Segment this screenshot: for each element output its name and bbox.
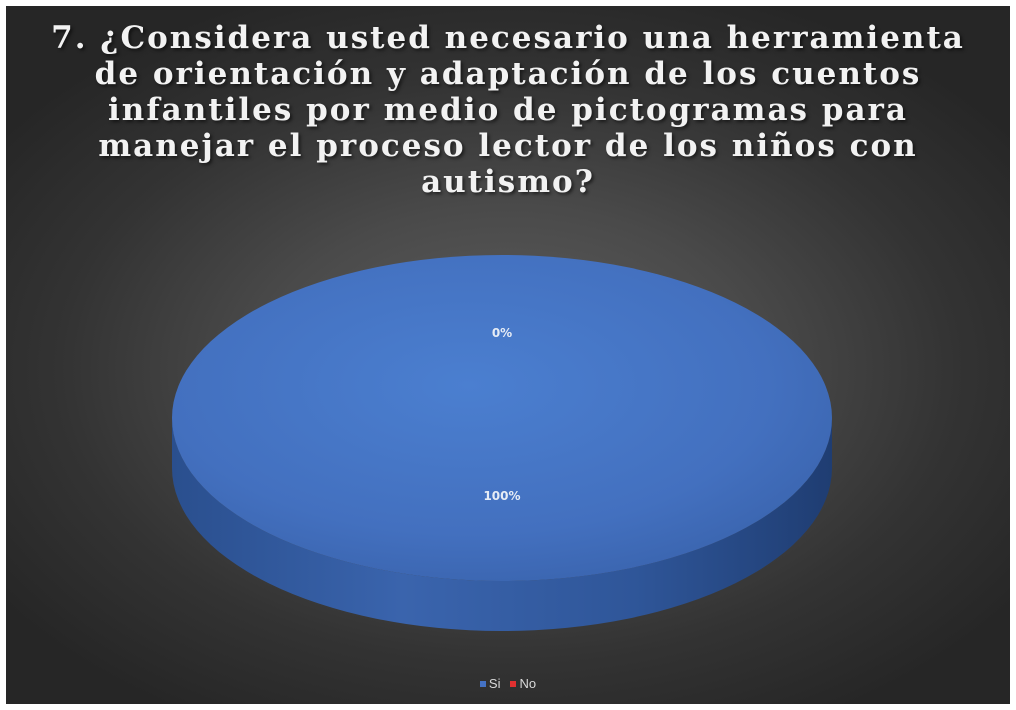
legend: Si No — [6, 676, 1010, 691]
pie-chart: 0% 100% — [172, 255, 832, 631]
data-label-no: 0% — [492, 326, 512, 340]
legend-item-si[interactable]: Si — [479, 676, 501, 691]
chart-title: 7. ¿Considera usted necesario una herram… — [51, 20, 965, 200]
pie-slice-si — [172, 255, 832, 581]
legend-label-no: No — [519, 676, 537, 691]
pie-slice-side — [172, 418, 832, 631]
data-label-si: 100% — [483, 489, 520, 503]
legend-label-si: Si — [488, 676, 501, 691]
chart-area: 7. ¿Considera usted necesario una herram… — [6, 6, 1010, 704]
legend-swatch-si — [479, 680, 486, 687]
legend-item-no[interactable]: No — [510, 676, 536, 691]
legend-swatch-no — [510, 680, 517, 687]
